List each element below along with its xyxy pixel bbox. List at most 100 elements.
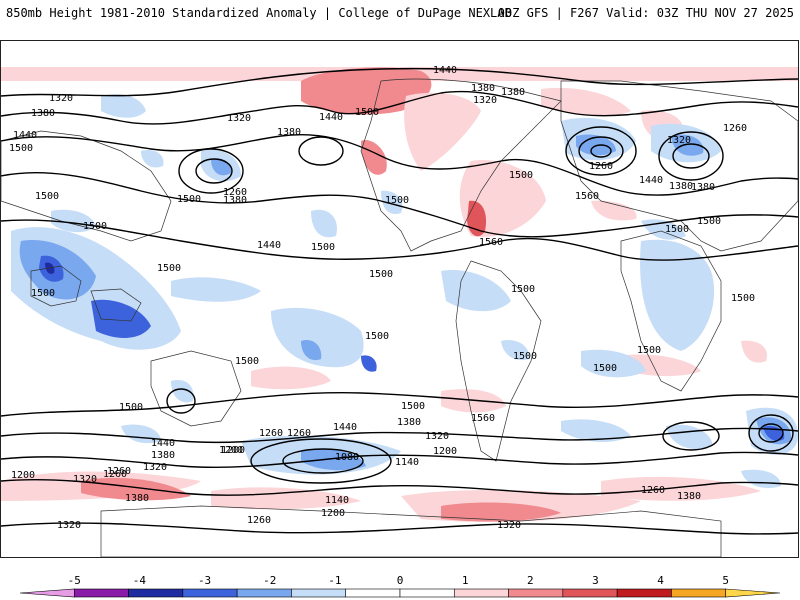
contour-label: 1500 [31,288,55,299]
colorbar-segment [19,588,75,598]
contour-label: 1140 [325,495,349,506]
contour-label: 1200 [219,445,243,456]
contour-label: 1500 [637,345,661,356]
contour-label: 1500 [355,107,379,118]
contour-label: 1500 [235,356,259,367]
weather-map: 1440 1320 1380 1440 1500 1320 1380 1440 … [1,41,798,557]
contour-label: 1320 [667,135,691,146]
contour-label: 1260 [247,515,271,526]
colorbar-segments [19,588,781,598]
contour-label: 1260 [641,485,665,496]
contour-label: 1500 [513,351,537,362]
contour-label: 1380 [677,491,701,502]
colorbar-segment [453,588,509,598]
contour-label: 1500 [35,191,59,202]
contour-label: 1320 [57,520,81,531]
height-contours [1,67,798,535]
contour-label: 1500 [157,263,181,274]
contour-label: 1380 [691,182,715,193]
colorbar-ticks: -5 -4 -3 -2 -1 0 1 2 3 4 5 [68,574,729,587]
contour-label: 1380 [471,83,495,94]
coastlines [1,78,798,557]
contour-label: 1320 [473,95,497,106]
contour-label: 1200 [321,508,345,519]
contour-label: 1380 [397,417,421,428]
header-bar: 850mb Height 1981-2010 Standardized Anom… [0,0,800,36]
colorbar-segment [291,588,347,598]
colorbar-tick-label: -3 [198,574,211,587]
contour-label: 1380 [277,127,301,138]
contour-label: 1440 [319,112,343,123]
contour-label: 1500 [177,194,201,205]
contour-label: 1320 [497,520,521,531]
contour-label: 1500 [511,284,535,295]
colorbar-segment [725,588,781,598]
contour-label: 1200 [221,445,245,456]
contour-label: 1380 [125,493,149,504]
contour-label: 1080 [335,452,359,463]
contour-label: 1260 [287,428,311,439]
model-run-info: 00Z GFS | F267 Valid: 03Z THU NOV 27 202… [497,6,794,20]
contour-label: 1260 [259,428,283,439]
contour-label: 1440 [151,438,175,449]
contour-label: 1380 [31,108,55,119]
contour-label: 1500 [697,216,721,227]
contour-labels: 1440 1320 1380 1440 1500 1320 1380 1440 … [9,65,755,531]
contour-label: 1500 [365,331,389,342]
contour-label: 1500 [385,195,409,206]
contour-label: 1320 [425,431,449,442]
colorbar-tick-label: 4 [657,574,664,587]
contour-label: 1380 [669,181,693,192]
contour-label: 1320 [143,462,167,473]
contour-label: 1500 [509,170,533,181]
colorbar-segment [345,588,401,598]
colorbar-tick-label: -1 [328,574,341,587]
contour-label: 1500 [311,242,335,253]
contour-label: 1200 [11,470,35,481]
contour-label: 1500 [731,293,755,304]
contour-label: 1500 [401,401,425,412]
colorbar-tick-label: 2 [527,574,534,587]
contour-label: 1260 [589,161,613,172]
contour-label: 1500 [369,269,393,280]
contour-label: 1380 [501,87,525,98]
contour-label: 1440 [433,65,457,76]
contour-label: 1320 [49,93,73,104]
contour-label: 1260 [107,466,131,477]
colorbar-segment [128,588,184,598]
colorbar-segment [508,588,564,598]
contour-label: 1260 [223,187,247,198]
contour-label: 1500 [83,221,107,232]
colorbar-tick-label: -2 [263,574,276,587]
contour-label: 1440 [13,130,37,141]
contour-label: 1440 [257,240,281,251]
contour-label: 1140 [395,457,419,468]
contour-label: 1440 [333,422,357,433]
contour-label: 1200 [433,446,457,457]
colorbar-segment [73,588,129,598]
contour-label: 1500 [593,363,617,374]
colorbar: -5 -4 -3 -2 -1 0 1 2 3 4 5 [19,574,781,598]
colorbar-segment [399,588,455,598]
colorbar-segment [182,588,238,598]
contour-label: 1500 [665,224,689,235]
contour-label: 1380 [223,195,247,206]
colorbar-tick-label: 3 [592,574,599,587]
colorbar-segment [616,588,672,598]
contour-label: 1560 [471,413,495,424]
colorbar-tick-label: 0 [397,574,404,587]
colorbar-segment [236,588,292,598]
colorbar-legend: -5 -4 -3 -2 -1 0 1 2 3 4 5 [0,572,800,600]
contour-label: 1560 [575,191,599,202]
colorbar-tick-label: -4 [133,574,147,587]
contour-label: 1500 [119,402,143,413]
contour-label: 1560 [479,237,503,248]
colorbar-tick-label: 5 [722,574,729,587]
colorbar-tick-label: -5 [68,574,81,587]
contour-label: 1320 [227,113,251,124]
contour-label: 1440 [639,175,663,186]
contour-label: 1260 [103,469,127,480]
colorbar-segment [671,588,727,598]
map-title: 850mb Height 1981-2010 Standardized Anom… [6,6,512,20]
map-panel: 1440 1320 1380 1440 1500 1320 1380 1440 … [0,40,799,558]
